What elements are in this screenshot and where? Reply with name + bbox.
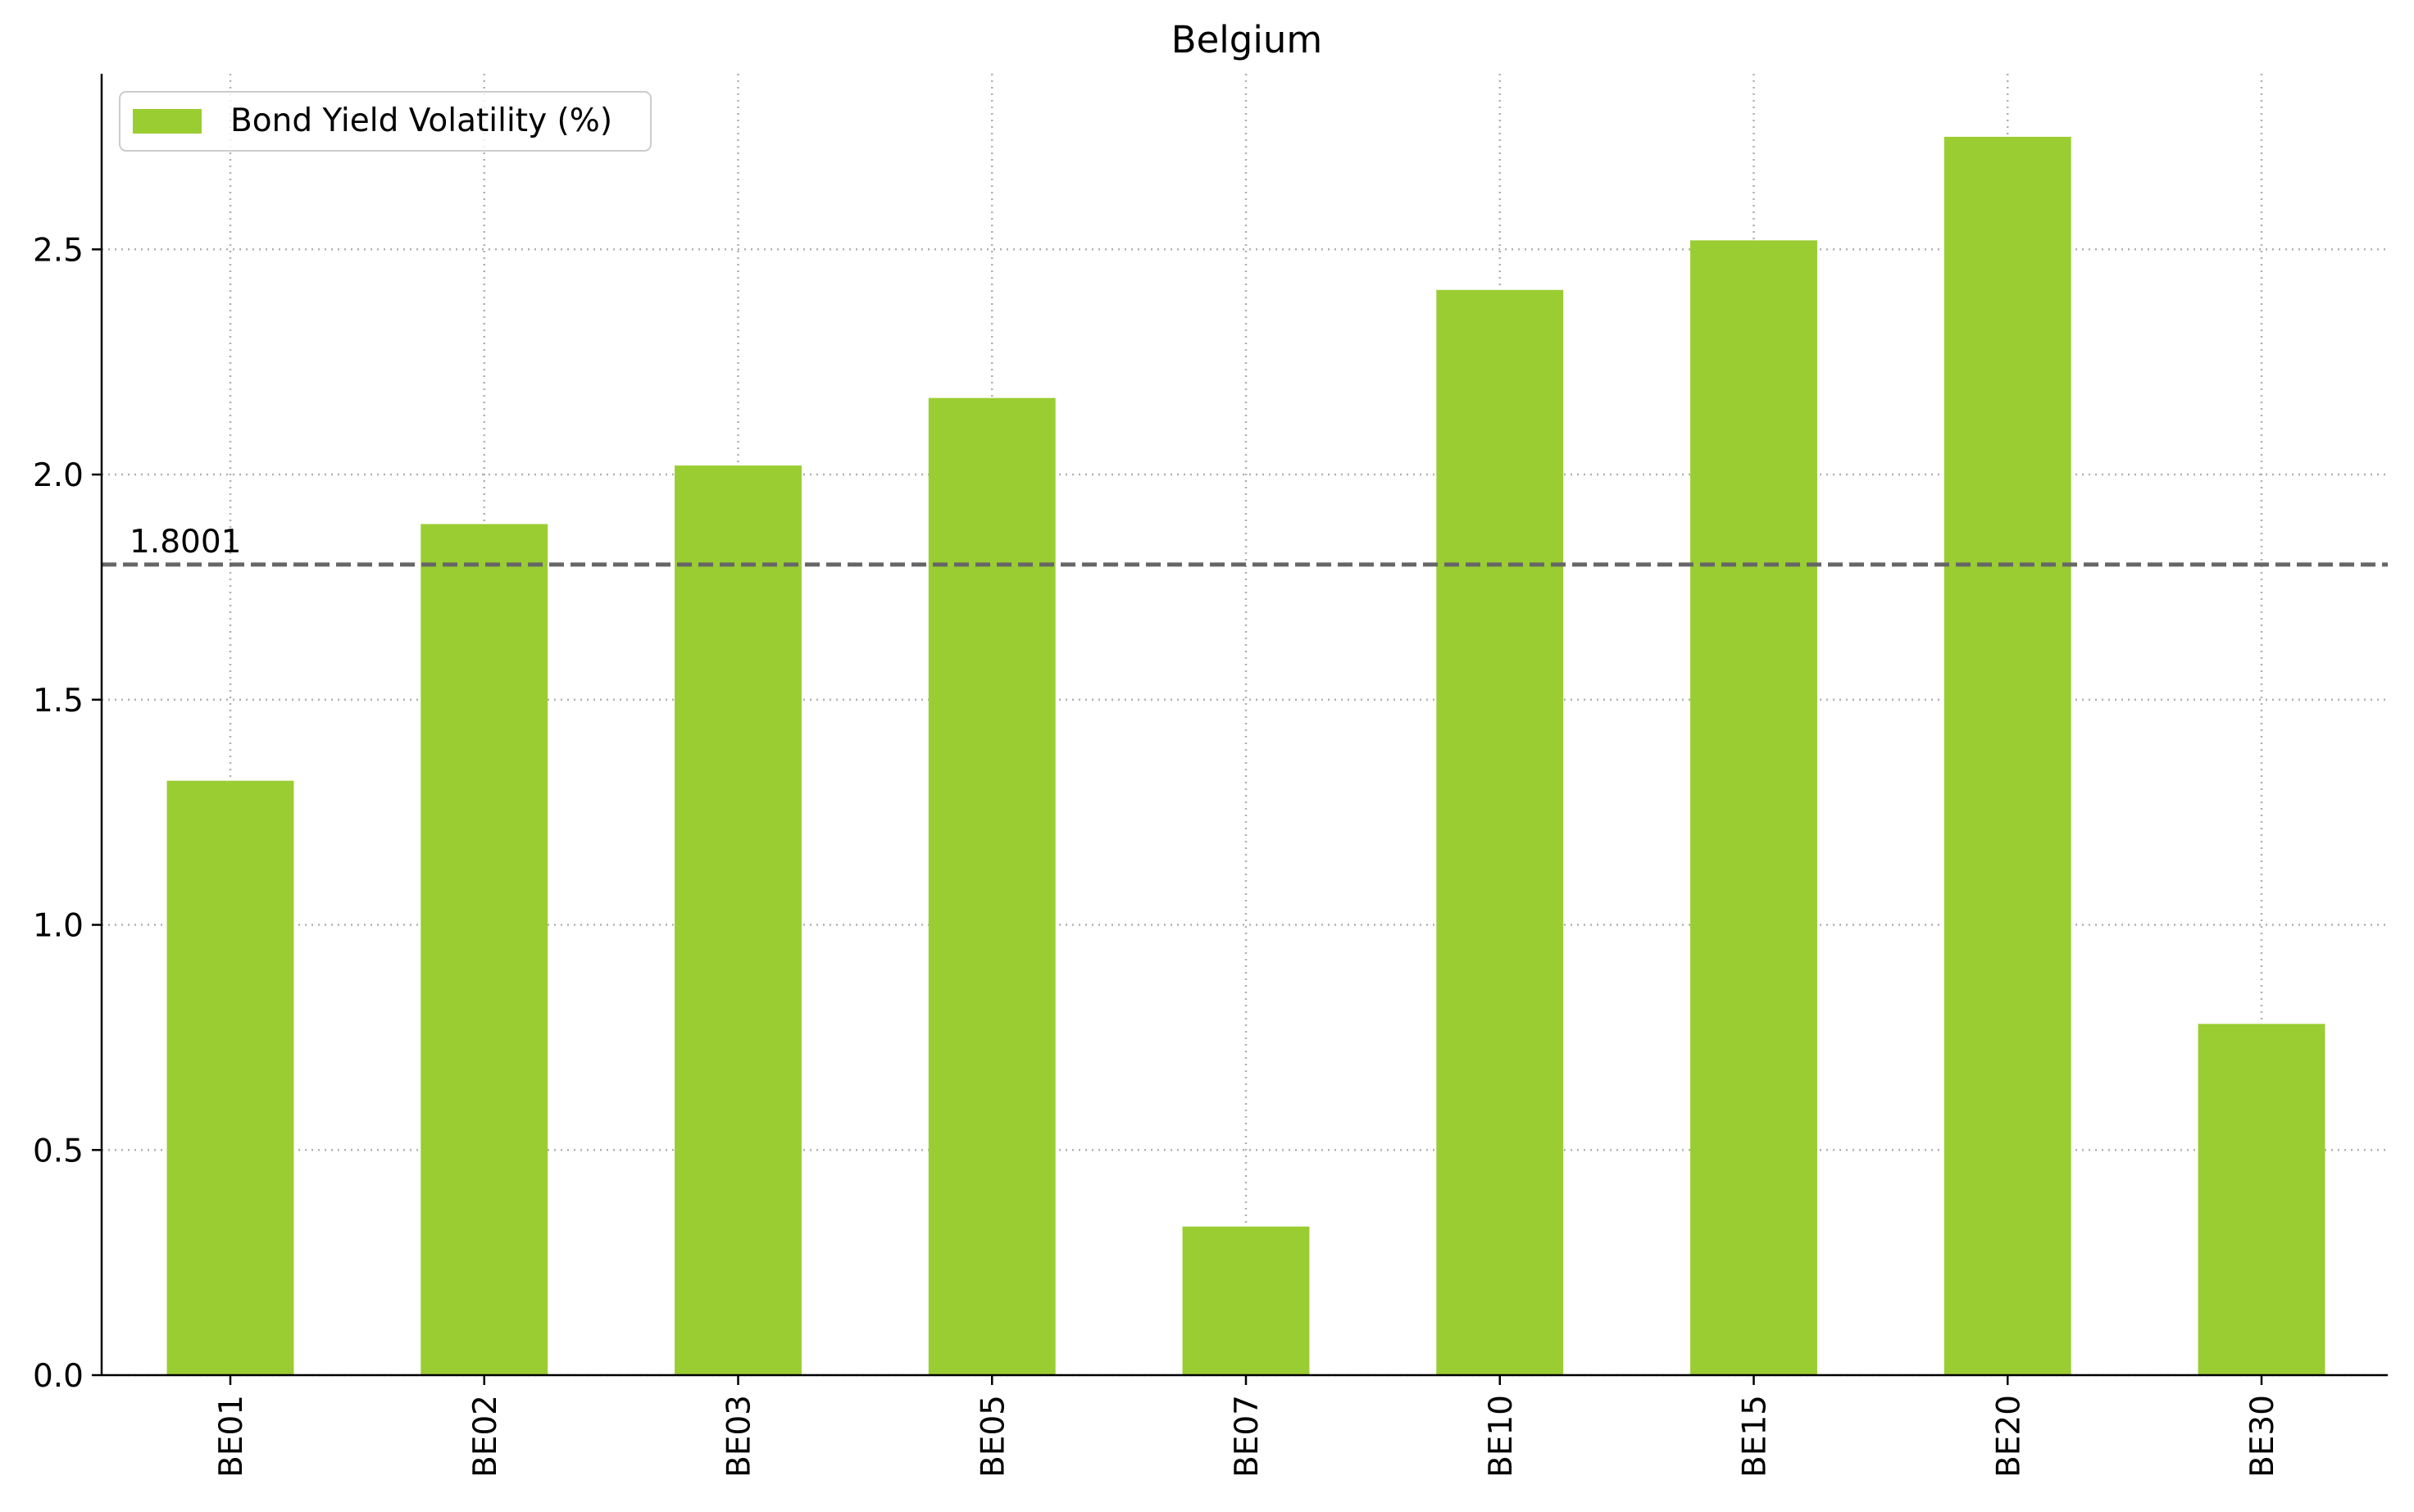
y-tick-label: 0.0: [33, 1358, 84, 1395]
x-tick-label: BE07: [1229, 1395, 1266, 1478]
y-tick-label: 0.5: [33, 1133, 84, 1169]
x-tick-label: BE03: [721, 1395, 758, 1478]
bar-be30: [2198, 1024, 2325, 1375]
x-tick-label: BE02: [467, 1395, 504, 1478]
legend-label: Bond Yield Volatility (%): [230, 102, 612, 139]
legend-box: [119, 91, 652, 152]
x-tick-label: BE01: [213, 1395, 250, 1478]
bar-be01: [166, 780, 294, 1375]
bar-be15: [1690, 240, 1817, 1375]
bar-be07: [1182, 1226, 1310, 1375]
reference-line-group: 1.8001: [102, 524, 2388, 567]
legend-swatch: [133, 109, 202, 134]
bar-be10: [1436, 289, 1564, 1375]
bar-be20: [1943, 136, 2071, 1375]
y-ticks: 0.0 0.5 1.0 1.5 2.0 2.5: [33, 232, 102, 1395]
x-ticks: BE01 BE02 BE03 BE05 BE07 BE10 BE15 BE20 BE30: [213, 1375, 2281, 1478]
y-tick-label: 2.0: [33, 457, 84, 494]
bar-be02: [421, 524, 548, 1375]
x-tick-label: BE15: [1737, 1395, 1774, 1478]
y-tick-label: 2.5: [33, 232, 84, 269]
bar-be05: [928, 397, 1056, 1375]
bars: [166, 136, 2325, 1375]
chart-title: Belgium: [1171, 18, 1322, 61]
y-tick-label: 1.0: [33, 908, 84, 945]
y-tick-label: 1.5: [33, 683, 84, 720]
x-tick-label: BE30: [2244, 1395, 2281, 1478]
x-tick-label: BE05: [975, 1395, 1012, 1478]
x-tick-label: BE10: [1483, 1395, 1520, 1478]
bar-be03: [675, 465, 802, 1375]
x-tick-label: BE20: [1990, 1395, 2027, 1478]
reference-line-label: 1.8001: [130, 524, 241, 561]
legend: Bond Yield Volatility (%): [119, 91, 652, 152]
